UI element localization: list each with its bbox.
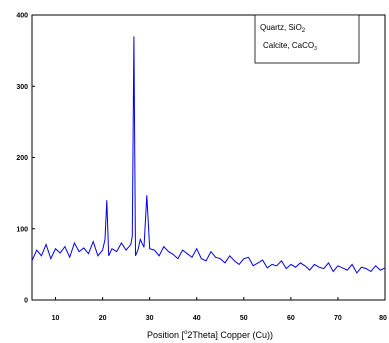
legend-entry-quartz-text: Quartz, SiO bbox=[260, 23, 302, 32]
x-axis: 10 20 30 40 50 60 70 80 bbox=[52, 297, 387, 322]
x-tick-label: 40 bbox=[193, 315, 201, 322]
y-tick-label: 100 bbox=[16, 226, 28, 233]
x-axis-label-suffix: 2Theta] Copper (Cu)) bbox=[187, 330, 273, 340]
y-axis: 0 100 200 300 400 bbox=[16, 13, 35, 305]
legend-entry-calcite-text: Calcite, CaCO bbox=[263, 41, 314, 50]
x-axis-label-superscript: o bbox=[184, 330, 188, 336]
x-axis-label-prefix: Position [ bbox=[147, 330, 185, 340]
legend-entry-calcite-subscript: 3 bbox=[314, 46, 317, 52]
x-tick-label: 80 bbox=[379, 315, 387, 322]
legend-entry-quartz-subscript: 2 bbox=[302, 28, 306, 34]
y-tick-label: 300 bbox=[16, 84, 28, 91]
legend: Quartz, SiO2 Calcite, CaCO3 bbox=[254, 14, 360, 64]
series-line-xrd-pattern bbox=[31, 36, 386, 274]
x-tick-label: 70 bbox=[334, 315, 342, 322]
legend-box bbox=[254, 14, 360, 64]
x-tick-label: 60 bbox=[287, 315, 295, 322]
x-tick-label: 10 bbox=[52, 315, 60, 322]
legend-entry-quartz: Quartz, SiO2 bbox=[260, 23, 306, 34]
x-tick-label: 30 bbox=[146, 315, 154, 322]
y-tick-label: 200 bbox=[16, 155, 28, 162]
legend-entry-calcite: Calcite, CaCO3 bbox=[263, 41, 317, 52]
x-axis-label: Position [o2Theta] Copper (Cu)) bbox=[147, 330, 273, 340]
x-tick-label: 20 bbox=[99, 315, 107, 322]
x-tick-label: 50 bbox=[240, 315, 248, 322]
y-tick-label: 0 bbox=[24, 298, 28, 305]
y-tick-label: 400 bbox=[16, 13, 28, 20]
